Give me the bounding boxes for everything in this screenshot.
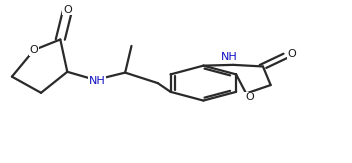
Text: O: O — [288, 49, 296, 59]
Text: NH: NH — [89, 76, 106, 86]
Text: NH: NH — [221, 52, 238, 62]
Text: O: O — [245, 92, 254, 103]
Text: O: O — [30, 45, 38, 55]
Text: O: O — [63, 5, 72, 15]
